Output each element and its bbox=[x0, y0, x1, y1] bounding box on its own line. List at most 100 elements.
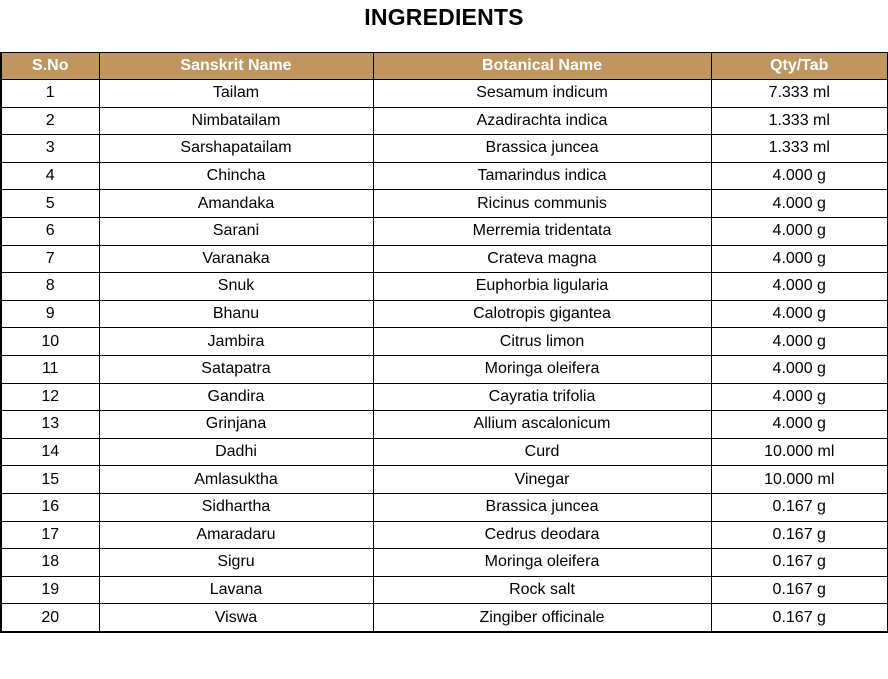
sanskrit-name-cell: Satapatra bbox=[98, 354, 374, 384]
column-header-sanskrit-name: Sanskrit Name bbox=[98, 52, 374, 80]
botanical-name-cell: Crateva magna bbox=[372, 244, 712, 274]
quantity-cell: 4.000 g bbox=[710, 272, 888, 301]
table-row: 10 Jambira Citrus limon 4.000 g bbox=[0, 327, 888, 356]
sanskrit-name-cell: Snuk bbox=[98, 272, 374, 301]
quantity-cell: 4.000 g bbox=[710, 382, 888, 412]
botanical-name-cell: Moringa oleifera bbox=[372, 548, 712, 577]
sanskrit-name-cell: Viswa bbox=[98, 603, 374, 633]
sanskrit-name-cell: Dadhi bbox=[98, 437, 374, 467]
page-title: INGREDIENTS bbox=[364, 4, 524, 30]
quantity-cell: 4.000 g bbox=[710, 410, 888, 439]
sanskrit-name-cell: Amaradaru bbox=[98, 520, 374, 550]
botanical-name-cell: Brassica juncea bbox=[372, 492, 712, 522]
sanskrit-name-cell: Tailam bbox=[98, 79, 374, 108]
botanical-name-cell: Moringa oleifera bbox=[372, 354, 712, 384]
botanical-name-cell: Merremia tridentata bbox=[372, 216, 712, 246]
table-row: 18 Sigru Moringa oleifera 0.167 g bbox=[0, 548, 888, 577]
quantity-cell: 4.000 g bbox=[710, 354, 888, 384]
table-row: 9 Bhanu Calotropis gigantea 4.000 g bbox=[0, 299, 888, 329]
table-row: 11 Satapatra Moringa oleifera 4.000 g bbox=[0, 354, 888, 384]
serial-number-cell: 18 bbox=[0, 548, 100, 577]
serial-number-cell: 5 bbox=[0, 189, 100, 218]
quantity-cell: 10.000 ml bbox=[710, 437, 888, 467]
serial-number-cell: 12 bbox=[0, 382, 100, 412]
sanskrit-name-cell: Amlasuktha bbox=[98, 465, 374, 494]
sanskrit-name-cell: Lavana bbox=[98, 575, 374, 605]
column-header-botanical-name: Botanical Name bbox=[372, 52, 712, 80]
botanical-name-cell: Zingiber officinale bbox=[372, 603, 712, 633]
serial-number-cell: 2 bbox=[0, 106, 100, 136]
table-row: 15 Amlasuktha Vinegar 10.000 ml bbox=[0, 465, 888, 494]
table-body: 1 Tailam Sesamum indicum 7.333 ml 2 Nimbatail… bbox=[0, 79, 888, 633]
quantity-cell: 0.167 g bbox=[710, 492, 888, 522]
botanical-name-cell: Vinegar bbox=[372, 465, 712, 494]
botanical-name-cell: Citrus limon bbox=[372, 327, 712, 356]
botanical-name-cell: Curd bbox=[372, 437, 712, 467]
table-header: S.No Sanskrit Name Botanical Name Qty/Ta… bbox=[0, 52, 888, 80]
botanical-name-cell: Azadirachta indica bbox=[372, 106, 712, 136]
serial-number-cell: 17 bbox=[0, 520, 100, 550]
botanical-name-cell: Euphorbia ligularia bbox=[372, 272, 712, 301]
sanskrit-name-cell: Jambira bbox=[98, 327, 374, 356]
quantity-cell: 0.167 g bbox=[710, 603, 888, 633]
table-row: 20 Viswa Zingiber officinale 0.167 g bbox=[0, 603, 888, 633]
sanskrit-name-cell: Gandira bbox=[98, 382, 374, 412]
sanskrit-name-cell: Sidhartha bbox=[98, 492, 374, 522]
quantity-cell: 4.000 g bbox=[710, 244, 888, 274]
quantity-cell: 10.000 ml bbox=[710, 465, 888, 494]
quantity-cell: 4.000 g bbox=[710, 216, 888, 246]
quantity-cell: 1.333 ml bbox=[710, 106, 888, 136]
quantity-cell: 0.167 g bbox=[710, 520, 888, 550]
serial-number-cell: 4 bbox=[0, 161, 100, 191]
table-row: 6 Sarani Merremia tridentata 4.000 g bbox=[0, 216, 888, 246]
serial-number-cell: 15 bbox=[0, 465, 100, 494]
serial-number-cell: 13 bbox=[0, 410, 100, 439]
serial-number-cell: 1 bbox=[0, 79, 100, 108]
serial-number-cell: 10 bbox=[0, 327, 100, 356]
quantity-cell: 0.167 g bbox=[710, 575, 888, 605]
sanskrit-name-cell: Chincha bbox=[98, 161, 374, 191]
table-row: 12 Gandira Cayratia trifolia 4.000 g bbox=[0, 382, 888, 412]
serial-number-cell: 16 bbox=[0, 492, 100, 522]
serial-number-cell: 3 bbox=[0, 134, 100, 163]
header-row: S.No Sanskrit Name Botanical Name Qty/Ta… bbox=[0, 52, 888, 80]
table-row: 16 Sidhartha Brassica juncea 0.167 g bbox=[0, 492, 888, 522]
botanical-name-cell: Rock salt bbox=[372, 575, 712, 605]
table-row: 17 Amaradaru Cedrus deodara 0.167 g bbox=[0, 520, 888, 550]
sanskrit-name-cell: Amandaka bbox=[98, 189, 374, 218]
quantity-cell: 4.000 g bbox=[710, 299, 888, 329]
quantity-cell: 7.333 ml bbox=[710, 79, 888, 108]
botanical-name-cell: Brassica juncea bbox=[372, 134, 712, 163]
botanical-name-cell: Cedrus deodara bbox=[372, 520, 712, 550]
quantity-cell: 0.167 g bbox=[710, 548, 888, 577]
quantity-cell: 4.000 g bbox=[710, 161, 888, 191]
sanskrit-name-cell: Sarani bbox=[98, 216, 374, 246]
botanical-name-cell: Ricinus communis bbox=[372, 189, 712, 218]
table-row: 2 Nimbatailam Azadirachta indica 1.333 ml bbox=[0, 106, 888, 136]
table-row: 1 Tailam Sesamum indicum 7.333 ml bbox=[0, 79, 888, 108]
sanskrit-name-cell: Sigru bbox=[98, 548, 374, 577]
sanskrit-name-cell: Nimbatailam bbox=[98, 106, 374, 136]
botanical-name-cell: Sesamum indicum bbox=[372, 79, 712, 108]
serial-number-cell: 7 bbox=[0, 244, 100, 274]
table-row: 7 Varanaka Crateva magna 4.000 g bbox=[0, 244, 888, 274]
serial-number-cell: 19 bbox=[0, 575, 100, 605]
sanskrit-name-cell: Sarshapatailam bbox=[98, 134, 374, 163]
serial-number-cell: 8 bbox=[0, 272, 100, 301]
botanical-name-cell: Calotropis gigantea bbox=[372, 299, 712, 329]
botanical-name-cell: Cayratia trifolia bbox=[372, 382, 712, 412]
sanskrit-name-cell: Grinjana bbox=[98, 410, 374, 439]
table-row: 3 Sarshapatailam Brassica juncea 1.333 ml bbox=[0, 134, 888, 163]
serial-number-cell: 11 bbox=[0, 354, 100, 384]
column-header-serial-number: S.No bbox=[0, 52, 100, 80]
serial-number-cell: 6 bbox=[0, 216, 100, 246]
quantity-cell: 1.333 ml bbox=[710, 134, 888, 163]
botanical-name-cell: Tamarindus indica bbox=[372, 161, 712, 191]
quantity-cell: 4.000 g bbox=[710, 189, 888, 218]
quantity-cell: 4.000 g bbox=[710, 327, 888, 356]
table-row: 14 Dadhi Curd 10.000 ml bbox=[0, 437, 888, 467]
table-row: 19 Lavana Rock salt 0.167 g bbox=[0, 575, 888, 605]
column-header-quantity-per-tablet: Qty/Tab bbox=[710, 52, 888, 80]
serial-number-cell: 9 bbox=[0, 299, 100, 329]
table-row: 13 Grinjana Allium ascalonicum 4.000 g bbox=[0, 410, 888, 439]
